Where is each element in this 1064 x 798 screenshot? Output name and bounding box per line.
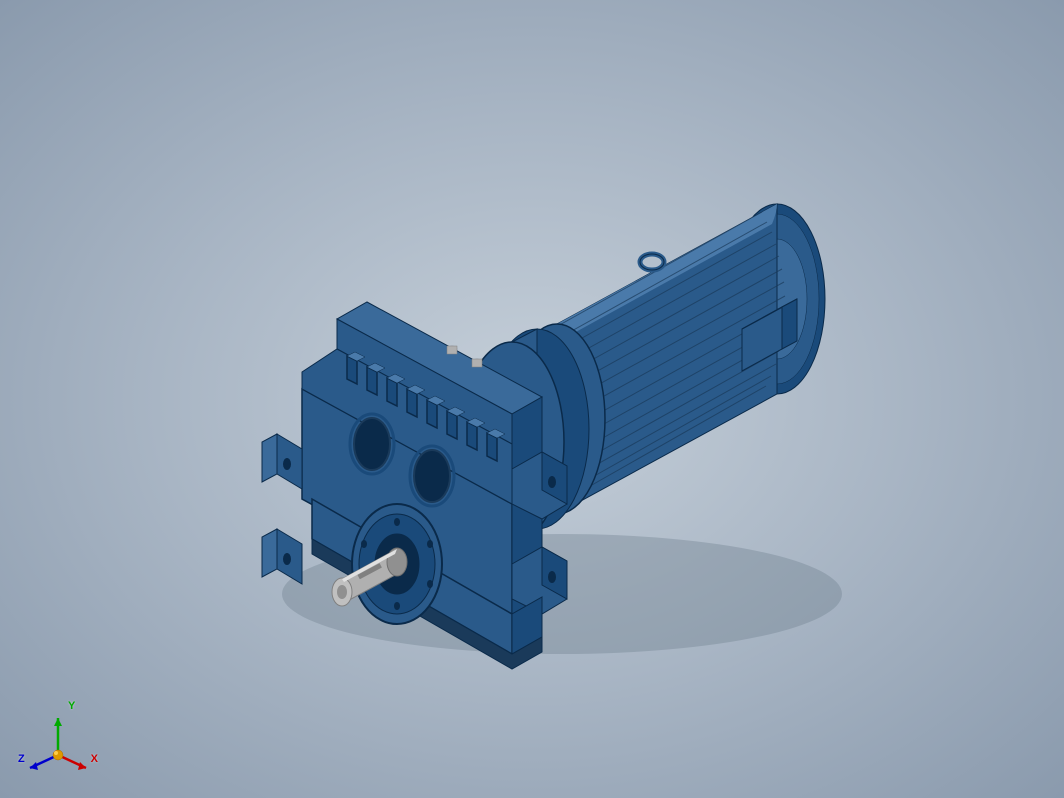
inspection-port [414, 450, 450, 502]
axis-triad[interactable]: Y X Z [18, 700, 98, 780]
cad-viewport[interactable]: Y X Z [0, 0, 1064, 798]
axis-z-label: Z [18, 753, 25, 765]
axis-triad-icon [18, 700, 98, 780]
model-container[interactable] [182, 124, 882, 674]
lifting-eye-icon [640, 254, 664, 270]
axis-x-label: X [91, 753, 98, 765]
gear-motor-model[interactable] [182, 124, 882, 674]
inspection-port [354, 418, 390, 470]
mounting-foot [262, 434, 302, 489]
axis-y-label: Y [68, 700, 75, 712]
mounting-foot [262, 529, 302, 584]
